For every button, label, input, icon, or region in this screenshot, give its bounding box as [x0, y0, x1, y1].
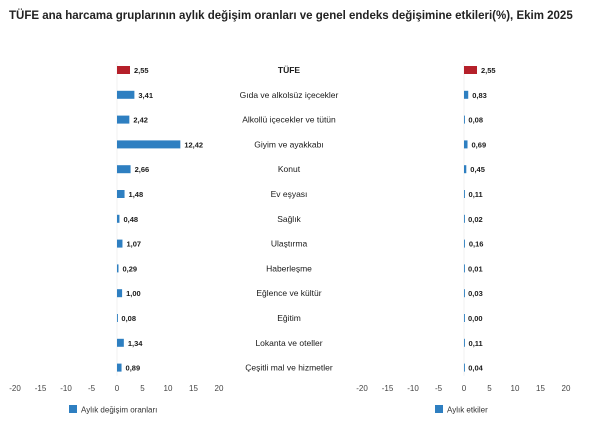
x-tick-label: -10	[60, 384, 72, 393]
bar-cesitli-mal-ve-hizmetler	[464, 363, 465, 372]
bar-konut	[464, 165, 467, 174]
data-label-lokanta-ve-oteller: 1,34	[128, 339, 143, 348]
bar-eglence-ve-kultur	[117, 289, 123, 298]
bar-ev-esyasi	[117, 190, 125, 198]
x-tick-label: -20	[356, 384, 368, 393]
category-labels: TÜFE Gıda ve alkolsüz içecekler Alkollü iç…	[240, 65, 339, 373]
data-label-egitim: 0,00	[468, 314, 483, 323]
bar-haberlesme	[464, 264, 465, 273]
x-tick-label: 0	[115, 384, 120, 393]
x-tick-label: 5	[140, 384, 145, 393]
category-label-konut: Konut	[278, 164, 301, 174]
bar-ev-esyasi	[464, 190, 465, 198]
bar-lokanta-ve-oteller	[117, 338, 124, 347]
x-tick-label: 0	[462, 384, 467, 393]
category-label-alkollu-icecekler-ve-tutun: Alkollü içecekler ve tütün	[242, 115, 336, 125]
category-label-eglence-ve-kultur: Eğlence ve kültür	[256, 288, 321, 298]
x-tick-label: 15	[536, 384, 545, 393]
bar-giyim-ve-ayakkabi	[464, 140, 468, 149]
data-label-lokanta-ve-oteller: 0,11	[469, 339, 483, 348]
data-label-tufe: 2,55	[481, 66, 496, 75]
category-label-ulastirma: Ulaştırma	[271, 239, 308, 249]
data-label-saglik: 0,02	[468, 215, 483, 224]
x-tick-label: 15	[189, 384, 198, 393]
data-label-konut: 0,45	[470, 165, 485, 174]
data-label-haberlesme: 0,29	[122, 264, 137, 273]
legend-label: Aylık değişim oranları	[81, 406, 157, 415]
category-label-cesitli-mal-ve-hizmetler: Çeşitli mal ve hizmetler	[245, 363, 333, 373]
bar-eglence-ve-kultur	[464, 289, 465, 298]
data-label-tufe: 2,55	[134, 66, 149, 75]
legend-swatch	[69, 405, 77, 413]
x-tick-label: 5	[487, 384, 492, 393]
bar-giyim-ve-ayakkabi	[117, 140, 181, 149]
data-label-ev-esyasi: 0,11	[469, 190, 483, 199]
category-label-egitim: Eğitim	[277, 313, 301, 323]
data-label-ulastirma: 0,16	[469, 240, 484, 249]
x-tick-label: 10	[164, 384, 173, 393]
data-label-gida-ve-alkolsuz-icecekler: 0,83	[472, 91, 487, 100]
bar-gida-ve-alkolsuz-icecekler	[464, 90, 469, 99]
bar-tufe	[464, 66, 478, 74]
x-tick-label: 20	[562, 384, 571, 393]
x-tick-label: 10	[511, 384, 520, 393]
data-label-ev-esyasi: 1,48	[129, 190, 144, 199]
bar-cesitli-mal-ve-hizmetler	[117, 363, 122, 372]
data-label-eglence-ve-kultur: 1,00	[126, 289, 141, 298]
data-label-konut: 2,66	[135, 165, 150, 174]
category-label-tufe: TÜFE	[278, 65, 301, 75]
legend-label: Aylık etkiler	[447, 406, 488, 415]
bar-saglik	[464, 214, 465, 223]
bar-ulastirma	[464, 239, 465, 248]
category-label-giyim-ve-ayakkabi: Giyim ve ayakkabı	[254, 139, 323, 149]
data-label-giyim-ve-ayakkabi: 12,42	[184, 140, 203, 149]
category-label-lokanta-ve-oteller: Lokanta ve oteller	[255, 338, 322, 348]
category-label-gida-ve-alkolsuz-icecekler: Gıda ve alkolsüz içecekler	[240, 90, 339, 100]
data-label-cesitli-mal-ve-hizmetler: 0,89	[126, 364, 141, 373]
panel-monthly-effect: 2,55 0,83 0,08 0,69 0,45 0,11 0,02 0,16 0,01 0,03…	[356, 62, 571, 415]
data-label-cesitli-mal-ve-hizmetler: 0,04	[468, 364, 483, 373]
data-label-gida-ve-alkolsuz-icecekler: 3,41	[138, 91, 153, 100]
bar-egitim	[117, 314, 118, 322]
bar-gida-ve-alkolsuz-icecekler	[117, 90, 135, 99]
bar-haberlesme	[117, 264, 119, 273]
bar-konut	[117, 165, 131, 174]
data-label-saglik: 0,48	[123, 215, 138, 224]
category-label-saglik: Sağlık	[277, 214, 301, 224]
x-tick-label: -20	[9, 384, 21, 393]
data-label-alkollu-icecekler-ve-tutun: 0,08	[468, 116, 483, 125]
bar-alkollu-icecekler-ve-tutun	[117, 115, 130, 124]
x-tick-label: 20	[215, 384, 224, 393]
x-tick-label: -5	[435, 384, 443, 393]
bar-egitim	[464, 314, 465, 322]
x-tick-label: -15	[35, 384, 47, 393]
data-label-ulastirma: 1,07	[126, 240, 141, 249]
legend-swatch	[435, 405, 443, 413]
data-label-giyim-ve-ayakkabi: 0,69	[472, 140, 487, 149]
bar-tufe	[117, 66, 131, 74]
bar-lokanta-ve-oteller	[464, 338, 465, 347]
bar-alkollu-icecekler-ve-tutun	[464, 115, 465, 124]
data-label-eglence-ve-kultur: 0,03	[468, 289, 483, 298]
bar-ulastirma	[117, 239, 123, 248]
x-tick-label: -10	[407, 384, 419, 393]
x-tick-label: -15	[382, 384, 394, 393]
data-label-haberlesme: 0,01	[468, 264, 483, 273]
data-label-alkollu-icecekler-ve-tutun: 2,42	[133, 116, 148, 125]
x-tick-label: -5	[88, 384, 96, 393]
panel-monthly-change: 2,55 3,41 2,42 12,42 2,66 1,48 0,48 1,07 0,29 1,0…	[9, 62, 224, 415]
bar-saglik	[117, 214, 120, 223]
data-label-egitim: 0,08	[121, 314, 136, 323]
chart-title: TÜFE ana harcama gruplarının aylık değiş…	[9, 10, 573, 22]
category-label-haberlesme: Haberleşme	[266, 263, 312, 273]
category-label-ev-esyasi: Ev eşyası	[271, 189, 308, 199]
